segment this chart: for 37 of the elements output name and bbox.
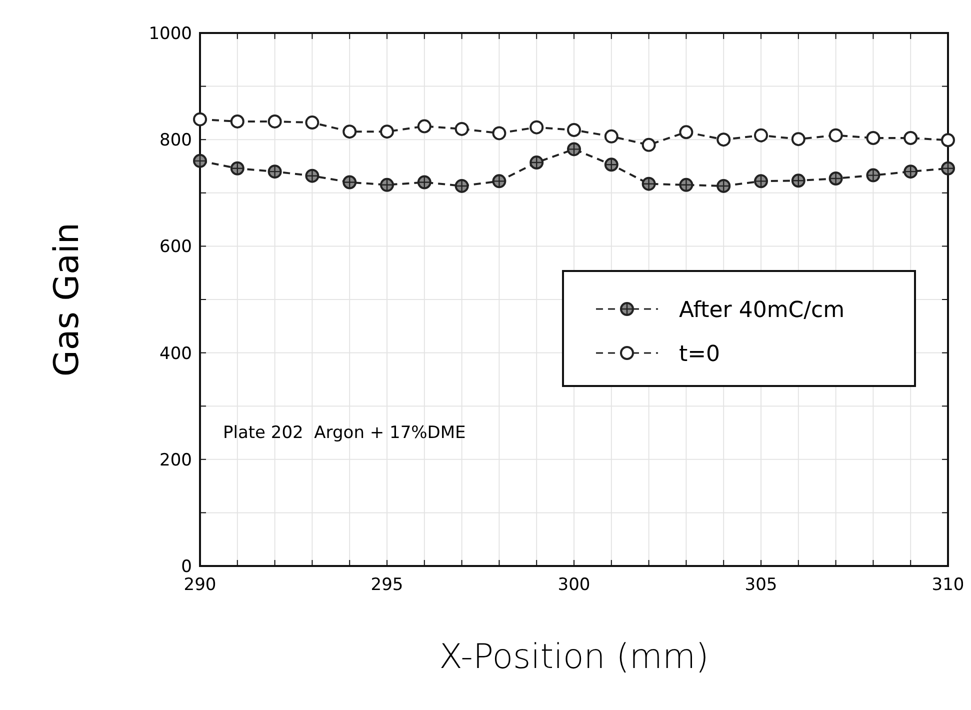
point (567, 123, 581, 138)
point (342, 124, 357, 139)
y-tick-label: 1000 (148, 24, 192, 44)
y-tick-label: 600 (160, 237, 192, 258)
point (380, 124, 394, 139)
point (604, 129, 618, 144)
x-tick-label: 305 (744, 575, 778, 595)
point (716, 132, 731, 147)
point (754, 128, 768, 142)
point (530, 120, 544, 134)
x-tick-label: 290 (184, 575, 216, 595)
point (679, 125, 694, 140)
point (791, 132, 806, 146)
y-tick-label: 800 (160, 130, 192, 151)
y-tick-label: 0 (181, 557, 192, 577)
point (454, 122, 469, 136)
x-tick-label: 310 (932, 575, 964, 595)
y-tick-label: 200 (160, 450, 192, 470)
x-tick-label: 295 (370, 575, 404, 595)
point (230, 114, 244, 128)
annotation: Plate 202 Argon + 17%DME (223, 423, 466, 443)
legend-label: After 40mC/cm (679, 298, 845, 323)
y-axis-title: Gas Gain (47, 222, 87, 376)
point (866, 131, 880, 145)
point (305, 116, 320, 130)
y-tick-label: 400 (160, 344, 192, 364)
point (828, 128, 843, 142)
point (941, 133, 955, 148)
point (492, 126, 506, 140)
legend-label: t=0 (679, 342, 720, 367)
point (268, 114, 282, 128)
point (417, 119, 432, 134)
point (904, 131, 918, 145)
point (193, 112, 207, 126)
x-tick-label: 300 (558, 575, 590, 595)
x-axis-title: X-Position (mm) (439, 637, 709, 677)
point (642, 138, 656, 152)
